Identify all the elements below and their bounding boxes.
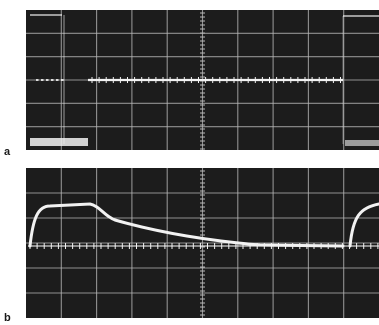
- trace-a-low-right: [345, 140, 379, 146]
- trace-b-curve-right: [348, 202, 379, 248]
- panel-label-b: b: [4, 312, 11, 324]
- trace-a-low: [30, 138, 88, 146]
- trace-b-curve: [28, 202, 345, 248]
- panel-label-a: a: [4, 146, 11, 158]
